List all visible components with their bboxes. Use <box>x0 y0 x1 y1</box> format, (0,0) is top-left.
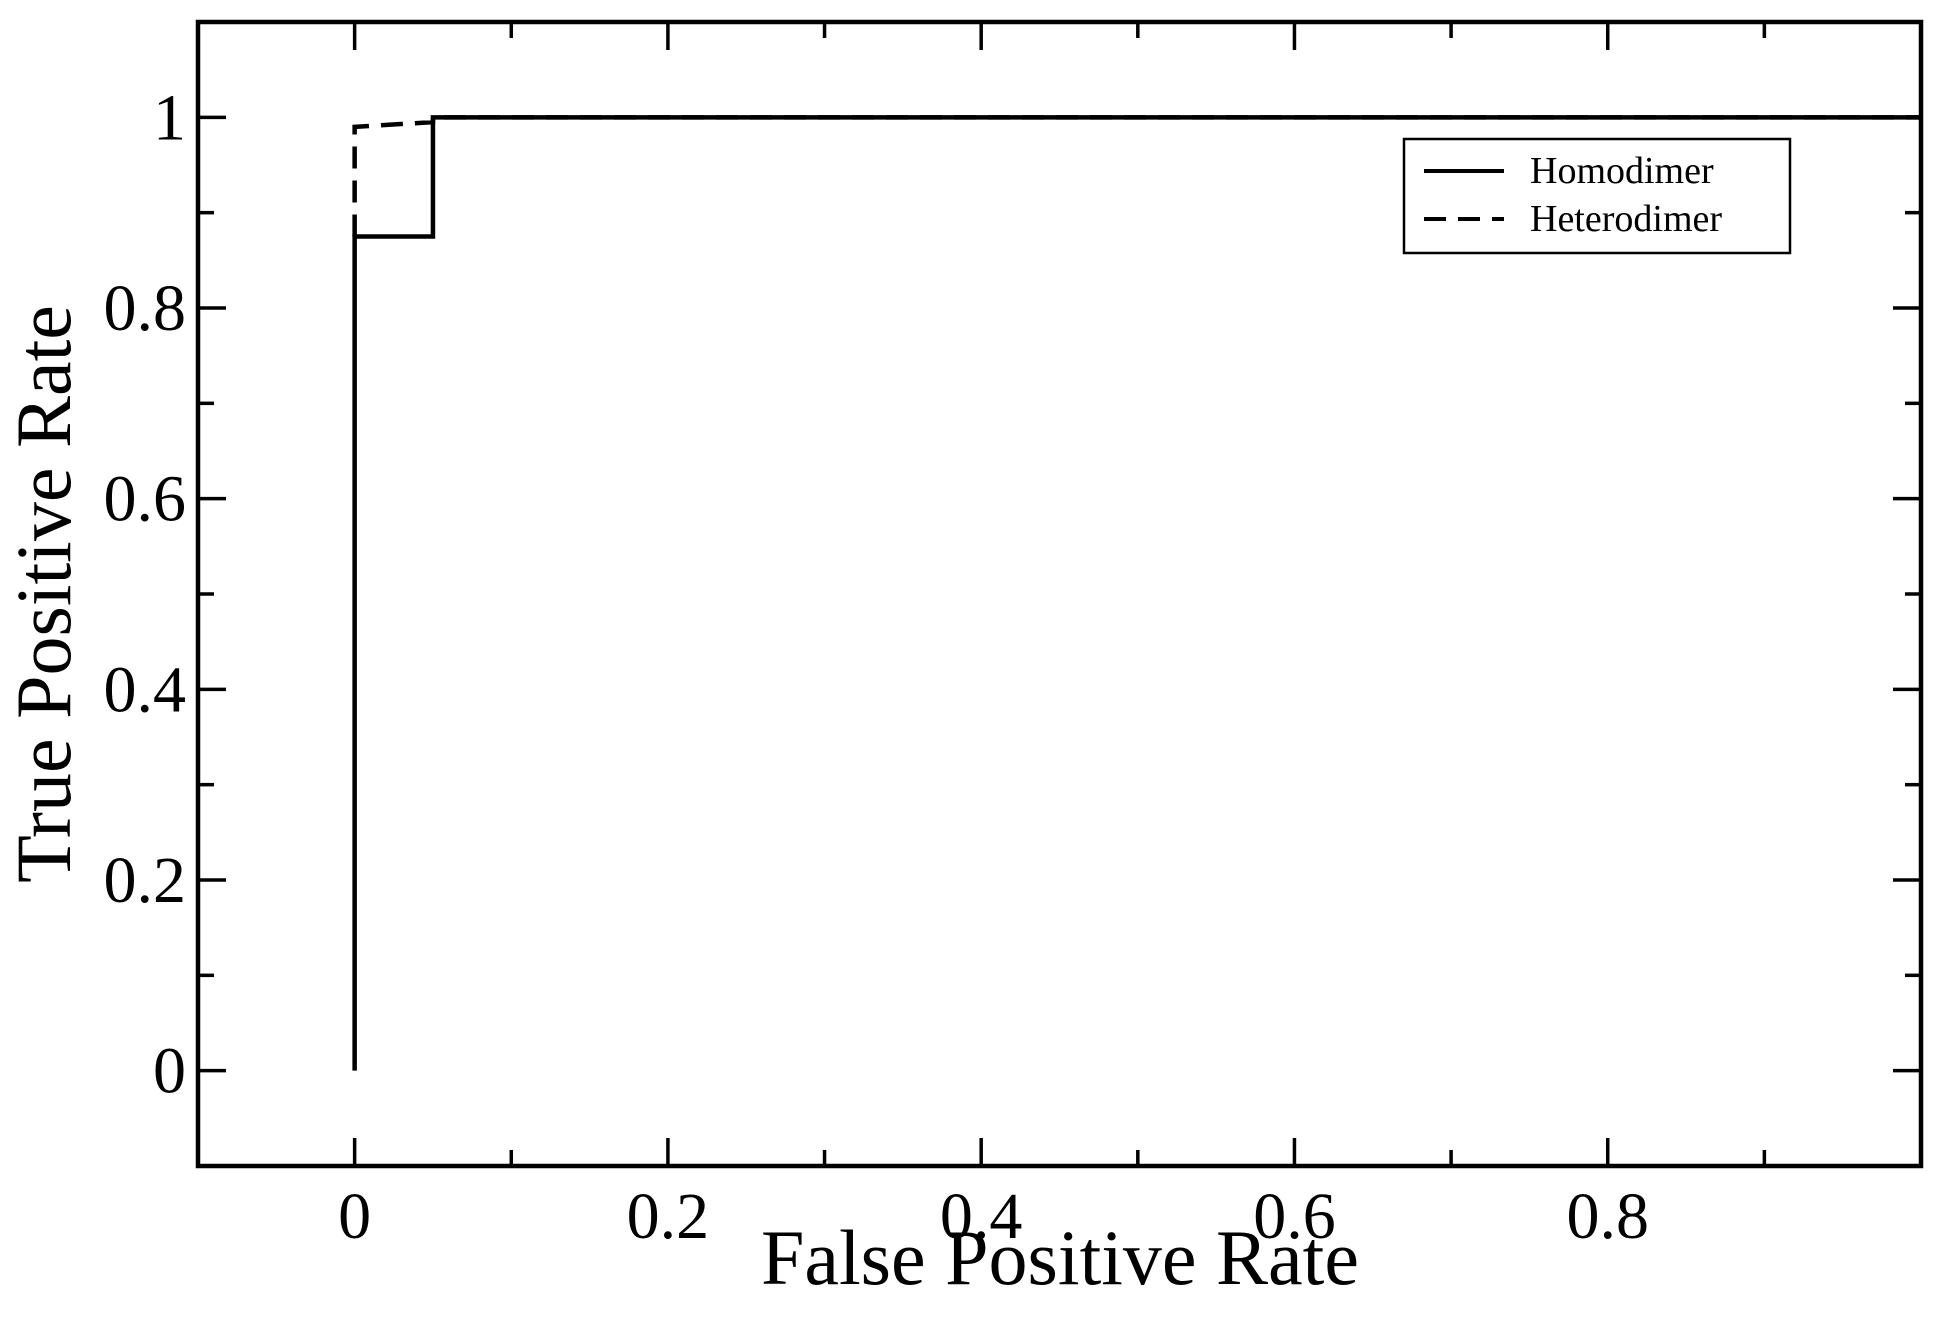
y-tick-label: 0.4 <box>104 653 187 726</box>
y-tick-label: 0.2 <box>104 844 187 917</box>
x-tick-label: 0 <box>338 1180 371 1253</box>
x-axis-title: False Positive Rate <box>761 1214 1359 1301</box>
y-tick-label: 0 <box>153 1035 186 1108</box>
x-tick-label: 0.8 <box>1566 1180 1649 1253</box>
y-tick-label: 1 <box>153 81 186 154</box>
legend-label: Heterodimer <box>1530 198 1722 240</box>
x-tick-label: 0.2 <box>627 1180 710 1253</box>
legend-box <box>1402 137 1792 255</box>
y-tick-label: 0.8 <box>104 272 187 345</box>
x-tick-label: 0.4 <box>940 1180 1023 1253</box>
x-tick-label: 0.6 <box>1253 1180 1336 1253</box>
series-line <box>352 115 1921 1071</box>
y-tick-label: 0.6 <box>104 463 187 536</box>
legend-label: Homodimer <box>1530 150 1714 192</box>
plot-frame <box>195 19 1924 1169</box>
y-axis-title: True Positive Rate <box>0 305 87 883</box>
